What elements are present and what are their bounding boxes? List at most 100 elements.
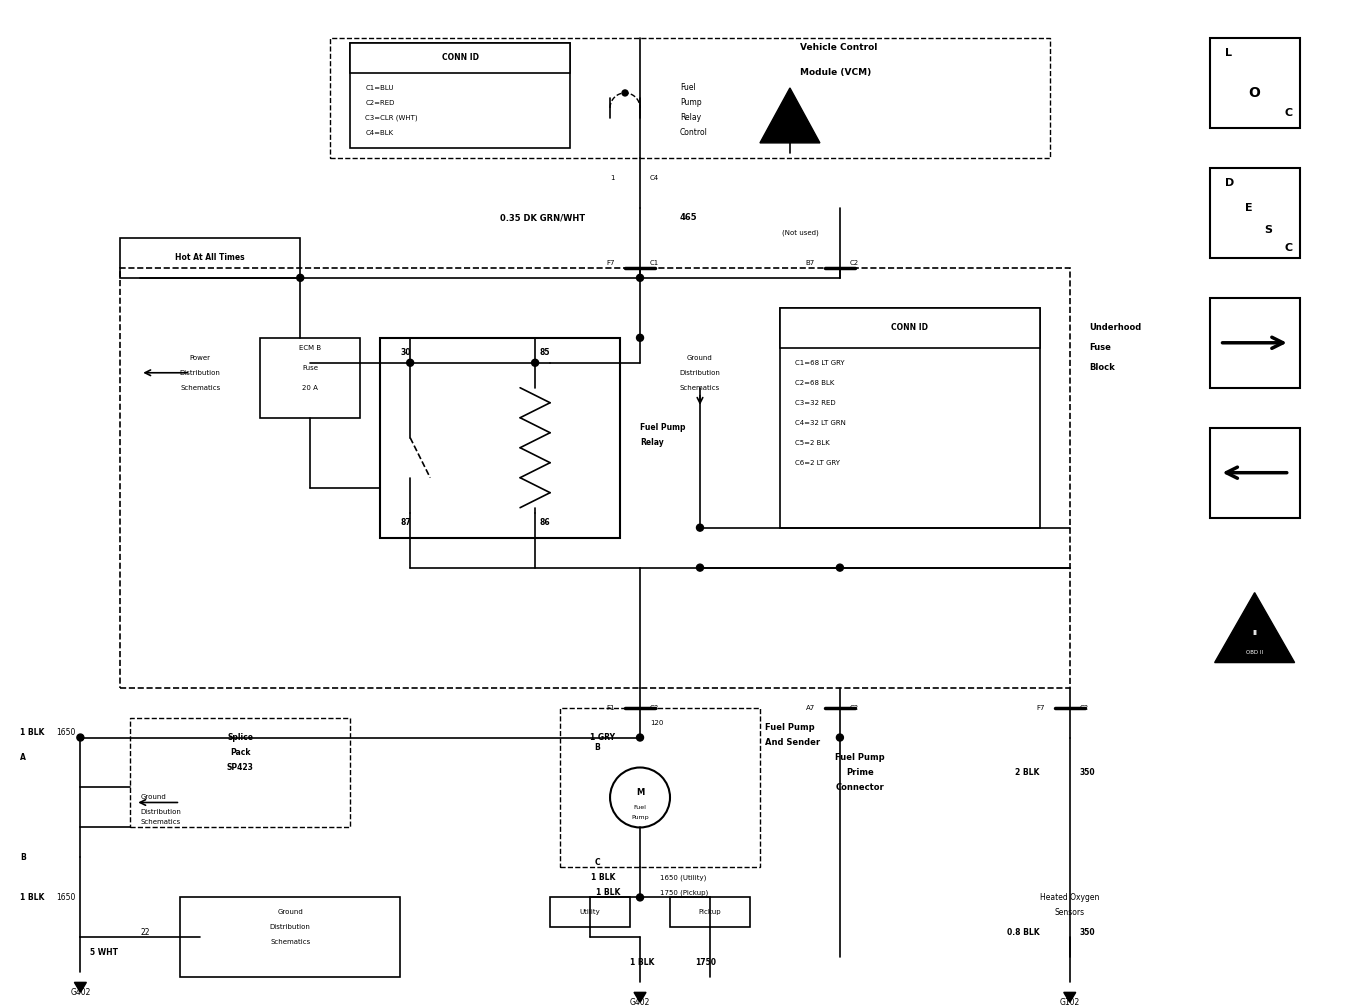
Circle shape	[836, 564, 843, 572]
Text: G402: G402	[71, 988, 91, 997]
Text: 350: 350	[1080, 768, 1095, 777]
Text: Schematics: Schematics	[271, 939, 310, 946]
Text: A7: A7	[805, 705, 815, 711]
Text: Fuel: Fuel	[680, 84, 696, 93]
Text: B7: B7	[805, 260, 815, 266]
Text: SP423: SP423	[227, 763, 254, 772]
Text: G402: G402	[630, 998, 650, 1007]
Text: C4=BLK: C4=BLK	[366, 130, 393, 136]
Polygon shape	[760, 88, 820, 143]
Text: 86: 86	[540, 518, 549, 527]
Text: 1: 1	[611, 174, 615, 180]
Text: C1: C1	[650, 260, 660, 266]
Text: Schematics: Schematics	[680, 385, 719, 391]
Text: Distribution: Distribution	[140, 809, 181, 815]
Text: Splice: Splice	[227, 733, 253, 742]
Bar	[779, 307, 1040, 527]
Text: Power: Power	[190, 355, 211, 361]
Text: C: C	[594, 858, 600, 867]
Text: Module (VCM): Module (VCM)	[800, 69, 872, 78]
Text: And Sender: And Sender	[764, 738, 820, 747]
Circle shape	[407, 359, 413, 366]
Text: Hot At All Times: Hot At All Times	[175, 253, 245, 262]
Circle shape	[296, 274, 303, 281]
Text: E: E	[1244, 203, 1253, 213]
Text: Fuel Pump: Fuel Pump	[835, 753, 885, 762]
Text: Ground: Ground	[687, 355, 713, 361]
Bar	[1209, 38, 1300, 128]
Text: F7: F7	[1036, 705, 1044, 711]
Bar	[131, 718, 351, 828]
Text: C1=BLU: C1=BLU	[366, 85, 393, 91]
Text: Block: Block	[1089, 363, 1115, 372]
Circle shape	[532, 359, 539, 366]
Text: Vehicle Control: Vehicle Control	[800, 43, 877, 52]
Text: Relay: Relay	[641, 438, 664, 448]
Text: C2=RED: C2=RED	[366, 100, 394, 106]
Text: G102: G102	[1059, 998, 1080, 1007]
Bar	[1209, 297, 1300, 388]
Polygon shape	[1064, 992, 1076, 1002]
Text: B: B	[20, 853, 26, 862]
Circle shape	[696, 524, 703, 531]
Bar	[381, 338, 620, 537]
Polygon shape	[75, 983, 87, 992]
Text: C: C	[1285, 108, 1293, 118]
Circle shape	[636, 335, 643, 342]
Bar	[181, 897, 400, 978]
Text: Schematics: Schematics	[180, 385, 220, 391]
Text: Ground: Ground	[277, 909, 303, 915]
Text: Ground: Ground	[140, 794, 166, 800]
Text: 0.8 BLK: 0.8 BLK	[1008, 928, 1040, 936]
Text: Fuel Pump: Fuel Pump	[764, 723, 815, 732]
Text: 1650: 1650	[56, 893, 75, 902]
Text: II: II	[1253, 630, 1257, 636]
Text: Sensors: Sensors	[1055, 908, 1085, 917]
Text: 1750 (Pickup): 1750 (Pickup)	[660, 889, 709, 896]
Text: C: C	[1285, 243, 1293, 253]
Text: Fuse: Fuse	[302, 365, 318, 371]
Text: Fuse: Fuse	[1089, 344, 1111, 352]
Bar	[670, 897, 749, 927]
Text: 85: 85	[540, 349, 549, 357]
Text: Relay: Relay	[680, 114, 702, 122]
Text: C4: C4	[650, 174, 660, 180]
Text: F7: F7	[607, 260, 615, 266]
Text: C4=32 LT GRN: C4=32 LT GRN	[796, 419, 846, 425]
Text: 1 BLK: 1 BLK	[590, 873, 615, 882]
Text: S: S	[1265, 225, 1273, 235]
Text: Pack: Pack	[230, 748, 250, 757]
Text: 30: 30	[400, 349, 411, 357]
Text: Connector: Connector	[835, 783, 884, 792]
Bar	[351, 43, 570, 148]
Circle shape	[636, 734, 643, 741]
Text: C6=2 LT GRY: C6=2 LT GRY	[796, 460, 840, 466]
Text: 22: 22	[140, 928, 150, 936]
Text: 120: 120	[650, 720, 664, 726]
Text: C2=68 BLK: C2=68 BLK	[796, 380, 834, 386]
Text: Heated Oxygen: Heated Oxygen	[1040, 893, 1099, 902]
Text: M: M	[636, 788, 645, 797]
Text: A: A	[20, 753, 26, 762]
Text: 1750: 1750	[695, 958, 715, 967]
Bar	[549, 897, 630, 927]
Text: F1: F1	[607, 705, 615, 711]
Bar	[779, 307, 1040, 348]
Text: CONN ID: CONN ID	[442, 53, 479, 62]
Text: C2: C2	[850, 705, 860, 711]
Text: B: B	[594, 743, 600, 752]
Text: 1 BLK: 1 BLK	[20, 893, 45, 902]
Text: C3=32 RED: C3=32 RED	[796, 400, 835, 406]
Text: D: D	[1224, 177, 1234, 187]
Text: 0.35 DK GRN/WHT: 0.35 DK GRN/WHT	[500, 214, 585, 223]
Text: 1650: 1650	[56, 728, 75, 737]
Bar	[1209, 168, 1300, 258]
Text: Distribution: Distribution	[180, 370, 220, 376]
Bar	[1209, 427, 1300, 518]
Text: Pickup: Pickup	[699, 909, 721, 915]
Text: Fuel: Fuel	[634, 805, 646, 810]
Circle shape	[78, 734, 84, 741]
Text: 465: 465	[680, 214, 698, 223]
Text: 20 A: 20 A	[302, 385, 318, 391]
Text: Distribution: Distribution	[680, 370, 721, 376]
